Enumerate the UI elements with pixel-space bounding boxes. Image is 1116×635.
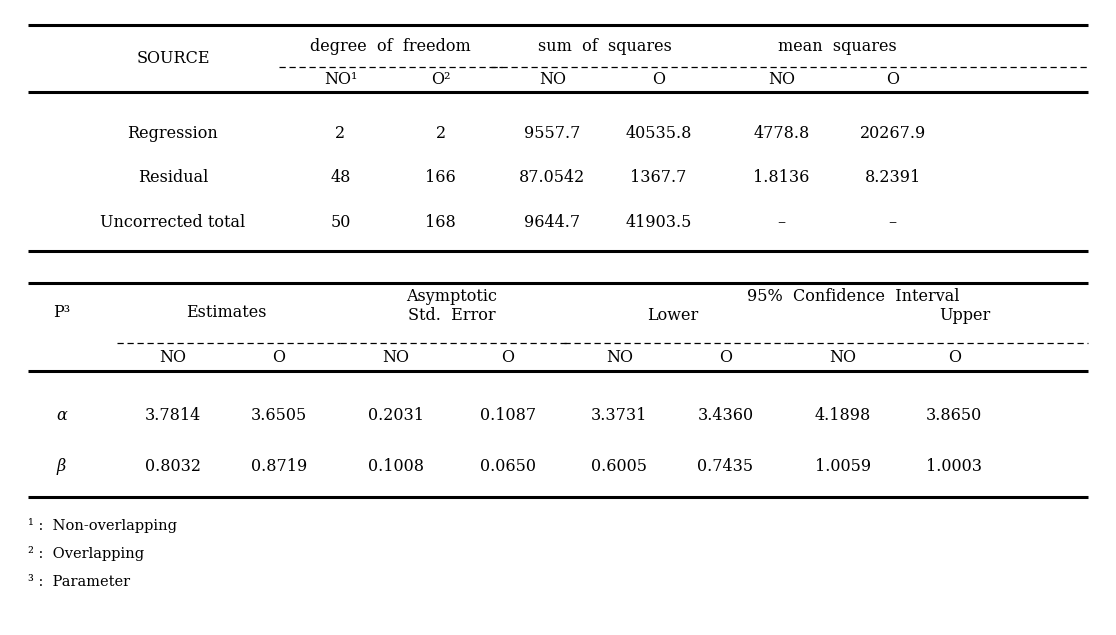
Text: 1.0059: 1.0059	[815, 458, 870, 475]
Text: 20267.9: 20267.9	[859, 125, 926, 142]
Text: β: β	[57, 458, 66, 475]
Text: ¹ :  Non-overlapping: ¹ : Non-overlapping	[28, 518, 177, 533]
Text: 3.4360: 3.4360	[698, 408, 753, 424]
Text: 3.6505: 3.6505	[251, 408, 307, 424]
Text: NO: NO	[160, 349, 186, 366]
Text: NO: NO	[383, 349, 410, 366]
Text: 87.0542: 87.0542	[519, 170, 586, 186]
Text: α: α	[56, 408, 67, 424]
Text: O²: O²	[431, 71, 451, 88]
Text: NO¹: NO¹	[324, 71, 357, 88]
Text: degree  of  freedom: degree of freedom	[310, 37, 471, 55]
Text: Upper: Upper	[940, 307, 991, 324]
Text: 0.8719: 0.8719	[251, 458, 307, 475]
Text: 0.7435: 0.7435	[698, 458, 753, 475]
Text: 41903.5: 41903.5	[625, 214, 692, 231]
Text: 50: 50	[330, 214, 350, 231]
Text: 48: 48	[330, 170, 350, 186]
Text: NO: NO	[539, 71, 566, 88]
Text: 2: 2	[435, 125, 446, 142]
Text: ² :  Overlapping: ² : Overlapping	[28, 546, 144, 561]
Text: 166: 166	[425, 170, 456, 186]
Text: O: O	[272, 349, 286, 366]
Text: ³ :  Parameter: ³ : Parameter	[28, 575, 131, 589]
Text: 3.3731: 3.3731	[591, 408, 647, 424]
Text: 40535.8: 40535.8	[625, 125, 692, 142]
Text: 3.7814: 3.7814	[145, 408, 201, 424]
Text: 9644.7: 9644.7	[525, 214, 580, 231]
Text: 0.8032: 0.8032	[145, 458, 201, 475]
Text: NO: NO	[768, 71, 795, 88]
Text: Lower: Lower	[647, 307, 698, 324]
Text: P³: P³	[52, 304, 70, 321]
Text: 1.0003: 1.0003	[926, 458, 982, 475]
Text: Regression: Regression	[127, 125, 219, 142]
Text: 0.6005: 0.6005	[591, 458, 647, 475]
Text: 0.1087: 0.1087	[480, 408, 536, 424]
Text: 8.2391: 8.2391	[865, 170, 921, 186]
Text: 2: 2	[335, 125, 346, 142]
Text: Uncorrected total: Uncorrected total	[100, 214, 246, 231]
Text: 0.1008: 0.1008	[368, 458, 424, 475]
Text: Estimates: Estimates	[185, 304, 267, 321]
Text: Residual: Residual	[137, 170, 209, 186]
Text: Std.  Error: Std. Error	[408, 307, 496, 324]
Text: –: –	[888, 214, 897, 231]
Text: O: O	[652, 71, 665, 88]
Text: 95%  Confidence  Interval: 95% Confidence Interval	[748, 288, 960, 305]
Text: NO: NO	[829, 349, 856, 366]
Text: O: O	[719, 349, 732, 366]
Text: O: O	[886, 71, 899, 88]
Text: 1367.7: 1367.7	[631, 170, 686, 186]
Text: sum  of  squares: sum of squares	[539, 37, 672, 55]
Text: Asymptotic: Asymptotic	[406, 288, 498, 305]
Text: mean  squares: mean squares	[778, 37, 896, 55]
Text: 4778.8: 4778.8	[753, 125, 809, 142]
Text: O: O	[947, 349, 961, 366]
Text: 168: 168	[425, 214, 456, 231]
Text: SOURCE: SOURCE	[136, 50, 210, 67]
Text: 3.8650: 3.8650	[926, 408, 982, 424]
Text: 4.1898: 4.1898	[815, 408, 870, 424]
Text: 0.2031: 0.2031	[368, 408, 424, 424]
Text: O: O	[501, 349, 514, 366]
Text: 9557.7: 9557.7	[525, 125, 580, 142]
Text: NO: NO	[606, 349, 633, 366]
Text: –: –	[777, 214, 786, 231]
Text: 0.0650: 0.0650	[480, 458, 536, 475]
Text: 1.8136: 1.8136	[753, 170, 809, 186]
